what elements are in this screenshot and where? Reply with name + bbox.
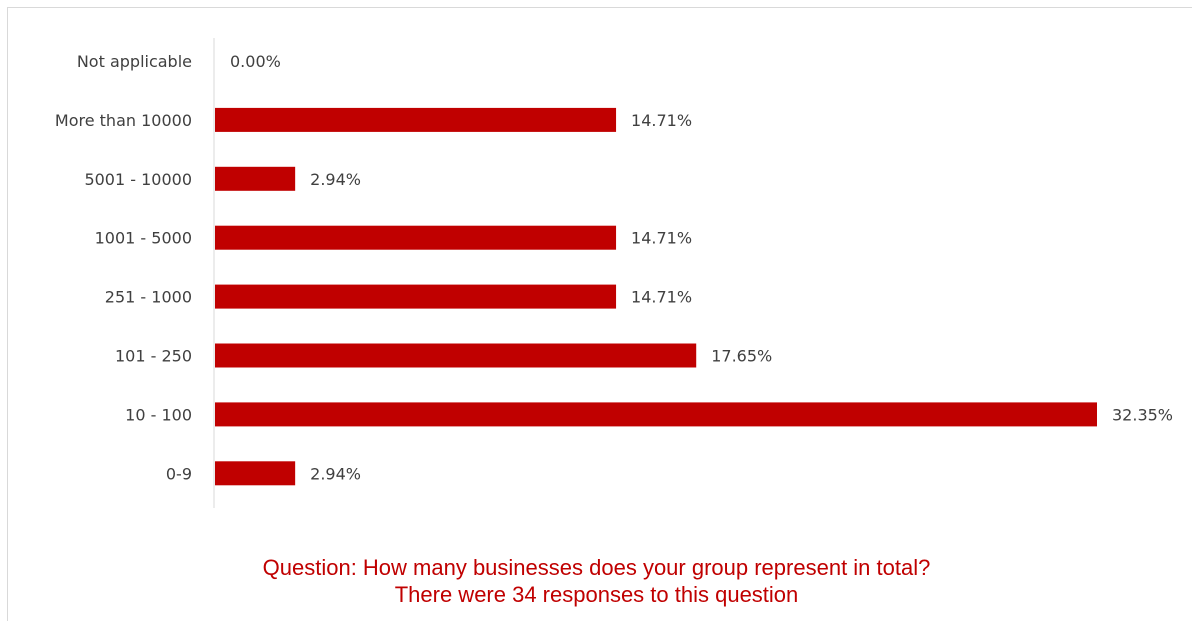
data-label: 32.35% [1112, 405, 1173, 424]
category-label: 1001 - 5000 [95, 229, 192, 248]
category-label: 5001 - 10000 [84, 170, 192, 189]
data-label: 17.65% [711, 347, 772, 366]
chart-frame [7, 7, 1192, 621]
chart-caption: Question: How many businesses does your … [0, 554, 1193, 608]
bar [215, 166, 296, 191]
caption-question: Question: How many businesses does your … [262, 555, 931, 580]
caption-responses: There were 34 responses to this question [394, 582, 799, 607]
bar [215, 402, 1097, 427]
bar [215, 225, 617, 250]
bar [215, 343, 697, 368]
bar [215, 107, 617, 132]
bar [215, 461, 296, 486]
data-label: 14.71% [631, 229, 692, 248]
data-label: 14.71% [631, 111, 692, 130]
data-label: 2.94% [310, 170, 361, 189]
category-label: Not applicable [77, 52, 192, 71]
data-label: 0.00% [230, 52, 281, 71]
category-label: More than 10000 [55, 111, 192, 130]
category-label: 251 - 1000 [105, 288, 192, 307]
data-label: 2.94% [310, 464, 361, 483]
category-label: 101 - 250 [115, 347, 192, 366]
category-label: 0-9 [166, 464, 192, 483]
bar [215, 284, 617, 309]
category-label: 10 - 100 [125, 405, 192, 424]
data-label: 14.71% [631, 288, 692, 307]
